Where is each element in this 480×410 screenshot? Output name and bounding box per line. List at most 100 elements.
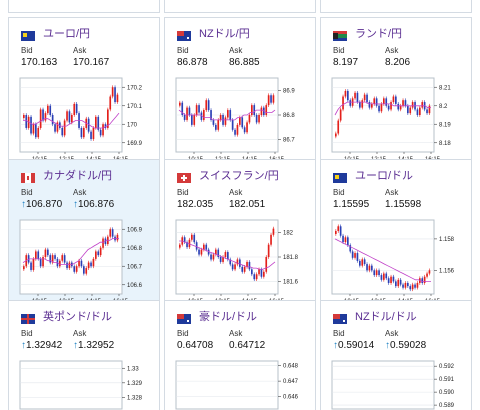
candle	[183, 115, 186, 120]
quote-card[interactable]: 豪ドル/ドル Bid Ask 0.64708 0.64712 0.648 0.64…	[164, 300, 316, 410]
currency-pair-title[interactable]: NZドル/ドル	[355, 311, 417, 323]
quote-card[interactable]: カナダドル/円 Bid Ask ↑106.870 ↑106.876 106.9 1…	[8, 159, 160, 306]
candle	[383, 98, 385, 104]
candle	[258, 269, 260, 275]
candle	[37, 251, 40, 259]
y-tick-label: 0.646	[283, 395, 299, 401]
candle	[63, 120, 66, 136]
candle	[423, 276, 426, 283]
price-chart[interactable]: 1.33 1.329 1.328	[17, 359, 153, 410]
moving-average-line	[23, 112, 120, 129]
quote-card[interactable]: ユーロ/円 Bid Ask 170.163 170.167 170.2 170.1…	[8, 17, 160, 164]
candle	[224, 117, 227, 125]
currency-pair-title[interactable]: 豪ドル/ドル	[199, 311, 258, 323]
eu-flag	[333, 170, 347, 183]
candle	[102, 238, 104, 248]
currency-pair-title[interactable]: 英ポンド/ドル	[43, 311, 113, 323]
currency-pair-title[interactable]: ランド/円	[355, 28, 403, 40]
candle	[402, 284, 404, 288]
currency-pair-title[interactable]: カナダドル/円	[43, 170, 113, 182]
quote-card[interactable]: NZドル/円 Bid Ask 86.878 86.885 86.9 86.8 86.…	[164, 17, 316, 164]
candle	[387, 278, 390, 283]
candle	[97, 116, 100, 130]
bid-value: 8.197	[333, 57, 359, 68]
ask-label: Ask	[385, 188, 399, 197]
bid-value: 1.15595	[333, 199, 370, 210]
currency-pair-title[interactable]: ユーロ/円	[43, 28, 91, 40]
candle	[217, 249, 220, 257]
candle	[75, 103, 78, 114]
currency-pair-title[interactable]: NZドル/円	[199, 28, 250, 40]
candle	[42, 109, 44, 121]
candle	[344, 90, 347, 97]
up-arrow-icon: ↑	[333, 340, 338, 351]
currency-pair-title[interactable]: ユーロ/ドル	[355, 170, 414, 182]
candle	[366, 94, 368, 103]
candle	[409, 107, 412, 114]
gb-flag	[21, 311, 35, 324]
quote-card[interactable]: ランド/円 Bid Ask 8.197 8.206 8.21 8.2 8.19 8.1…	[320, 17, 472, 164]
quote-card[interactable]: 英ポンド/ドル Bid Ask ↑1.32942 ↑1.32952 1.33 1.…	[8, 300, 160, 410]
price-chart[interactable]: 8.218.28.198.1810:1512:1514:1516:15	[329, 76, 465, 164]
candle	[85, 268, 88, 274]
candle	[80, 260, 83, 267]
eu-flag	[21, 28, 35, 41]
plot-area	[331, 360, 435, 410]
price-chart[interactable]: 0.592 0.591 0.590 0.589	[329, 359, 465, 410]
quote-card[interactable]: ユーロ/ドル Bid Ask 1.15595 1.15598 1.158 1.15…	[320, 159, 472, 306]
candle	[390, 276, 392, 283]
candle	[198, 249, 200, 255]
up-arrow-icon: ↑	[73, 340, 78, 351]
quote-card[interactable]: スイスフラン/円 Bid Ask 182.035 182.051 182 181.…	[164, 159, 316, 306]
candle	[236, 124, 239, 135]
candle	[35, 251, 37, 259]
candle	[241, 266, 244, 272]
quote-card[interactable]: NZドル/ドル Bid Ask ↑0.59014 ↑0.59028 0.592 0…	[320, 300, 472, 410]
candle	[402, 100, 404, 106]
plot-area	[331, 219, 435, 295]
candle	[339, 226, 342, 236]
y-tick-label: 182	[283, 230, 294, 236]
y-tick-label: 0.589	[439, 403, 455, 409]
y-tick-label: 1.33	[127, 366, 139, 372]
plot-area	[19, 360, 123, 410]
ask-value: 1.15598	[385, 199, 422, 210]
candle	[251, 105, 253, 115]
y-tick-label: 0.591	[439, 377, 455, 383]
candle	[49, 255, 52, 263]
candle	[210, 110, 212, 120]
candle	[47, 249, 49, 256]
candle	[44, 249, 47, 257]
candle	[260, 107, 263, 115]
candle	[25, 115, 28, 128]
candle	[219, 257, 222, 262]
y-tick-label: 170.1	[127, 104, 143, 110]
candle	[399, 105, 402, 110]
candle	[217, 119, 220, 130]
candle	[183, 237, 186, 243]
candle	[191, 115, 193, 125]
y-tick-label: 8.21	[439, 85, 451, 91]
ask-label: Ask	[385, 329, 399, 338]
candle	[347, 237, 349, 246]
candle	[399, 279, 402, 285]
candle	[378, 270, 380, 276]
price-chart[interactable]: 86.986.886.710:1512:1514:1516:15	[173, 76, 309, 164]
currency-pair-title[interactable]: スイスフラン/円	[199, 170, 279, 182]
candle	[68, 262, 71, 269]
candle	[49, 105, 52, 115]
candle	[373, 98, 376, 104]
nz-flag	[177, 28, 191, 41]
candle	[215, 124, 217, 130]
candle	[227, 110, 229, 118]
ask-label: Ask	[73, 329, 87, 338]
candle	[205, 100, 208, 111]
price-chart[interactable]: 0.648 0.647 0.646	[173, 359, 309, 410]
candle	[78, 260, 80, 267]
y-tick-label: 1.158	[439, 237, 455, 243]
ca-flag	[21, 170, 35, 183]
